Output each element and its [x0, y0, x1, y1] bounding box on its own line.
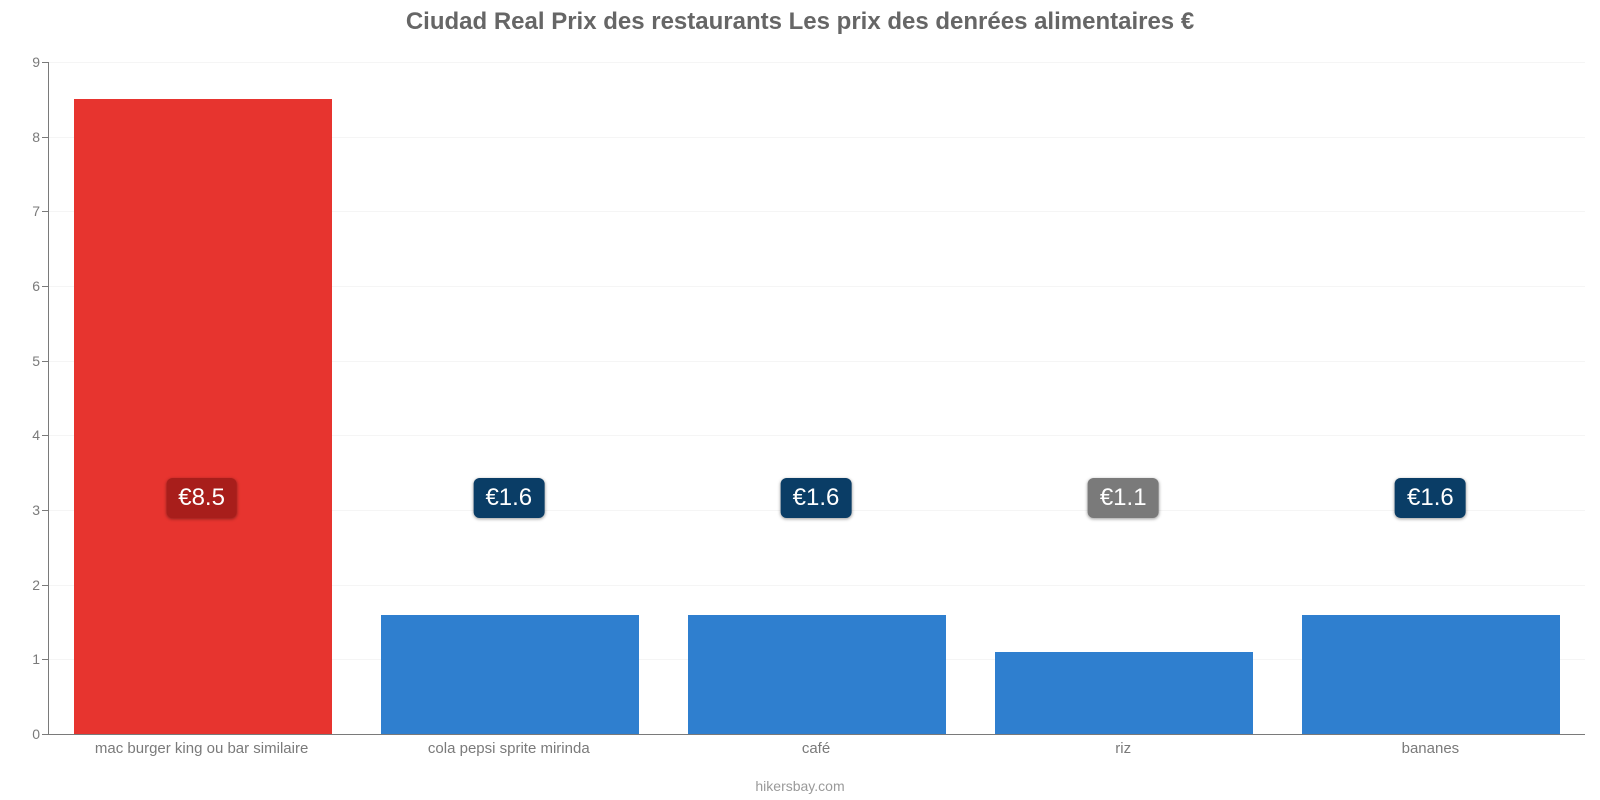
- y-tick-mark: [42, 62, 48, 63]
- bar-value-label: €1.6: [473, 478, 544, 518]
- y-tick-mark: [42, 137, 48, 138]
- y-tick-label: 2: [10, 577, 40, 593]
- bar: [688, 615, 946, 734]
- bar-value-label: €8.5: [166, 478, 237, 518]
- x-category-label: mac burger king ou bar similaire: [95, 740, 308, 757]
- y-tick-label: 9: [10, 54, 40, 70]
- y-tick-label: 0: [10, 726, 40, 742]
- x-category-label: riz: [1115, 740, 1131, 757]
- y-tick-mark: [42, 510, 48, 511]
- x-category-label: cola pepsi sprite mirinda: [428, 740, 590, 757]
- y-tick-label: 8: [10, 129, 40, 145]
- bar: [1302, 615, 1560, 734]
- bar-value-label: €1.1: [1088, 478, 1159, 518]
- y-tick-label: 6: [10, 278, 40, 294]
- gridline: [49, 62, 1585, 63]
- bar-value-label: €1.6: [1395, 478, 1466, 518]
- y-tick-mark: [42, 286, 48, 287]
- footer-source: hikersbay.com: [0, 778, 1600, 794]
- y-tick-mark: [42, 435, 48, 436]
- y-tick-mark: [42, 211, 48, 212]
- bar-value-label: €1.6: [781, 478, 852, 518]
- y-tick-mark: [42, 361, 48, 362]
- x-category-label: bananes: [1402, 740, 1460, 757]
- y-tick-mark: [42, 659, 48, 660]
- bar: [381, 615, 639, 734]
- y-tick-mark: [42, 734, 48, 735]
- y-tick-label: 1: [10, 651, 40, 667]
- y-tick-label: 3: [10, 502, 40, 518]
- chart-container: Ciudad Real Prix des restaurants Les pri…: [0, 0, 1600, 800]
- plot-area: [48, 62, 1585, 735]
- x-category-label: café: [802, 740, 830, 757]
- y-tick-label: 7: [10, 203, 40, 219]
- bar: [74, 99, 332, 734]
- bar: [995, 652, 1253, 734]
- y-tick-label: 5: [10, 353, 40, 369]
- chart-title: Ciudad Real Prix des restaurants Les pri…: [0, 8, 1600, 36]
- y-tick-mark: [42, 585, 48, 586]
- y-tick-label: 4: [10, 427, 40, 443]
